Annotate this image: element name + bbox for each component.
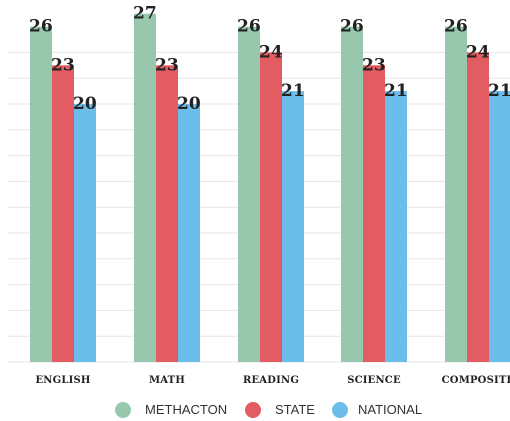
bar-math-national bbox=[178, 104, 200, 362]
bars bbox=[30, 13, 510, 363]
legend-label-methacton: METHACTON bbox=[145, 402, 227, 417]
category-label-composite: COMPOSITE bbox=[442, 375, 510, 386]
bar-math-state bbox=[156, 65, 178, 363]
bar-reading-national bbox=[282, 91, 304, 362]
value-label-math-national: 20 bbox=[177, 94, 201, 114]
value-label-english-state: 23 bbox=[51, 55, 75, 75]
value-label-reading-state: 24 bbox=[259, 42, 283, 62]
value-label-composite-state: 24 bbox=[466, 42, 490, 62]
bar-composite-national bbox=[489, 91, 510, 362]
bar-composite-methacton bbox=[445, 26, 467, 362]
bar-reading-methacton bbox=[238, 26, 260, 362]
legend-swatch-national bbox=[332, 402, 348, 418]
legend: METHACTON STATE NATIONAL bbox=[115, 402, 422, 418]
value-labels: 26 23 20 27 23 20 26 24 21 26 23 21 26 24 21 bbox=[29, 4, 510, 114]
category-label-math: MATH bbox=[149, 375, 185, 386]
value-label-math-methacton: 27 bbox=[133, 4, 157, 24]
value-label-reading-methacton: 26 bbox=[237, 17, 261, 37]
bar-math-methacton bbox=[134, 13, 156, 362]
value-label-composite-methacton: 26 bbox=[444, 17, 468, 37]
category-labels: ENGLISH MATH READING SCIENCE COMPOSITE bbox=[35, 375, 510, 386]
bar-english-national bbox=[74, 104, 96, 362]
category-label-science: SCIENCE bbox=[347, 375, 401, 386]
bar-english-state bbox=[52, 65, 74, 363]
bar-reading-state bbox=[260, 52, 282, 363]
value-label-science-methacton: 26 bbox=[340, 17, 364, 37]
value-label-english-methacton: 26 bbox=[29, 17, 53, 37]
legend-label-national: NATIONAL bbox=[358, 402, 422, 417]
bar-composite-state bbox=[467, 52, 489, 363]
bar-english-methacton bbox=[30, 26, 52, 362]
bar-science-methacton bbox=[341, 26, 363, 362]
bar-science-national bbox=[385, 91, 407, 362]
value-label-science-state: 23 bbox=[362, 55, 386, 75]
category-label-english: ENGLISH bbox=[35, 375, 90, 386]
value-label-math-state: 23 bbox=[155, 55, 179, 75]
value-label-english-national: 20 bbox=[73, 94, 97, 114]
legend-swatch-state bbox=[245, 402, 261, 418]
value-label-composite-national: 21 bbox=[488, 81, 510, 101]
bar-science-state bbox=[363, 65, 385, 363]
category-label-reading: READING bbox=[243, 375, 299, 386]
value-label-reading-national: 21 bbox=[281, 81, 305, 101]
value-label-science-national: 21 bbox=[384, 81, 408, 101]
legend-swatch-methacton bbox=[115, 402, 131, 418]
legend-label-state: STATE bbox=[275, 402, 315, 417]
